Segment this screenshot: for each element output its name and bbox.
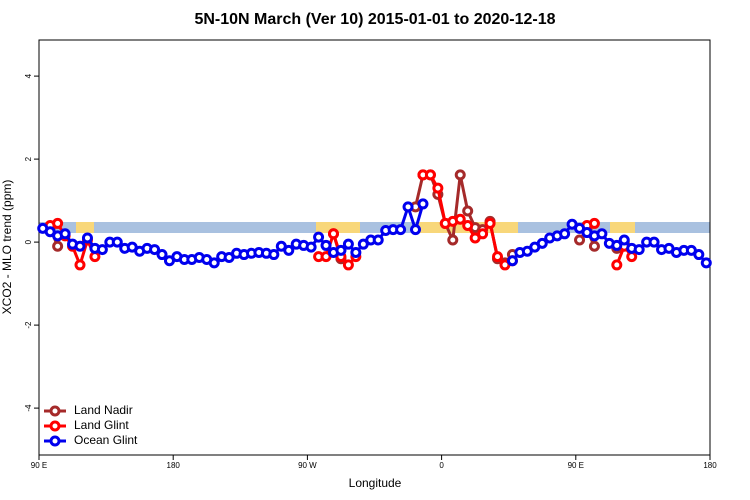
point xyxy=(81,232,93,244)
point xyxy=(596,228,608,240)
x-tick-label: 90 W xyxy=(298,461,317,470)
point xyxy=(432,182,444,194)
legend-marker xyxy=(49,405,61,417)
y-tick-label: -4 xyxy=(24,404,33,412)
point xyxy=(111,236,123,248)
point xyxy=(588,240,600,252)
point xyxy=(350,246,362,258)
point xyxy=(424,169,436,181)
point xyxy=(700,257,712,269)
point xyxy=(477,228,489,240)
point xyxy=(536,237,548,249)
point xyxy=(335,244,347,256)
point xyxy=(462,220,474,232)
land-ocean-strip xyxy=(39,222,710,233)
y-axis-label: XCO2 - MLO trend (ppm) xyxy=(0,180,14,315)
point xyxy=(96,244,108,256)
x-tick-label: 0 xyxy=(439,461,444,470)
point xyxy=(395,224,407,236)
point xyxy=(402,201,414,213)
point xyxy=(417,198,429,210)
point xyxy=(268,249,280,261)
point xyxy=(283,244,295,256)
x-axis-label: Longitude xyxy=(349,476,402,490)
point xyxy=(447,234,459,246)
point xyxy=(611,259,623,271)
point xyxy=(52,217,64,229)
x-tick-label: 90 E xyxy=(31,461,47,470)
point xyxy=(342,238,354,250)
point xyxy=(693,249,705,261)
legend-marker xyxy=(49,420,61,432)
x-tick-label: 180 xyxy=(703,461,717,470)
x-tick-label: 90 E xyxy=(568,461,584,470)
land-band xyxy=(610,222,635,233)
land-band xyxy=(76,222,94,233)
point xyxy=(74,259,86,271)
point xyxy=(492,251,504,263)
point xyxy=(648,236,660,248)
point xyxy=(59,228,71,240)
land-band xyxy=(316,222,360,233)
point xyxy=(342,259,354,271)
point xyxy=(454,169,466,181)
legend-label: Land Nadir xyxy=(74,403,133,417)
point xyxy=(313,231,325,243)
point xyxy=(320,239,332,251)
point xyxy=(462,205,474,217)
point xyxy=(454,213,466,225)
y-tick-label: 2 xyxy=(24,156,33,161)
point xyxy=(410,224,422,236)
legend-label: Ocean Glint xyxy=(74,433,138,447)
point xyxy=(574,234,586,246)
point xyxy=(611,239,623,251)
y-tick-label: -2 xyxy=(24,321,33,329)
point xyxy=(506,255,518,267)
point xyxy=(559,228,571,240)
ocean-band xyxy=(39,222,710,233)
point xyxy=(156,249,168,261)
x-tick-label: 180 xyxy=(167,461,181,470)
legend-label: Land Glint xyxy=(74,418,129,432)
point xyxy=(149,244,161,256)
point xyxy=(208,257,220,269)
point xyxy=(305,241,317,253)
point xyxy=(633,244,645,256)
point xyxy=(588,217,600,229)
point xyxy=(372,234,384,246)
plot-frame xyxy=(38,39,711,456)
point xyxy=(74,240,86,252)
point xyxy=(618,234,630,246)
y-tick-label: 4 xyxy=(24,73,33,78)
legend-marker xyxy=(49,435,61,447)
y-tick-label: 0 xyxy=(24,239,33,244)
point xyxy=(484,217,496,229)
chart-title: 5N-10N March (Ver 10) 2015-01-01 to 2020… xyxy=(194,11,555,28)
point xyxy=(52,240,64,252)
point xyxy=(327,228,339,240)
